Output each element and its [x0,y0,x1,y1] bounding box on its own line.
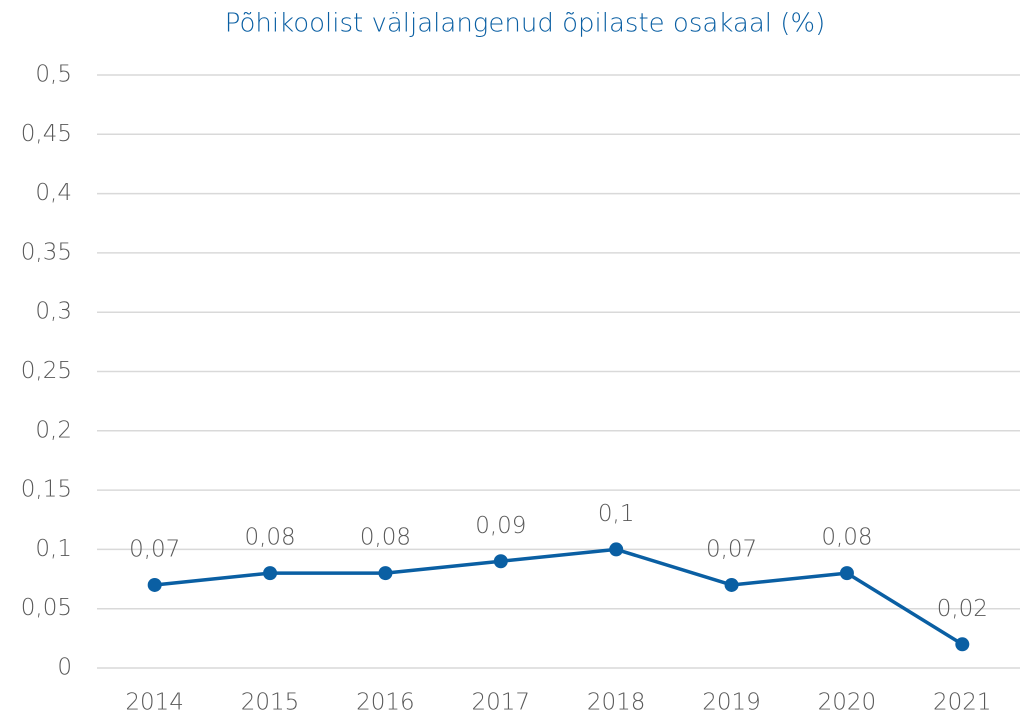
data-label: 0,02 [937,596,988,622]
point [263,566,278,581]
x-tick-label: 2018 [587,690,646,716]
data-label: 0,09 [475,513,526,539]
y-tick-label: 0,1 [35,536,72,562]
y-tick-label: 0 [57,655,72,681]
y-tick-label: 0,4 [35,180,72,206]
x-tick-label: 2015 [241,690,300,716]
chart-title: Põhikoolist väljalangenud õpilaste osaka… [225,9,826,39]
data-label: 0,08 [821,525,872,551]
y-tick-label: 0,25 [21,358,72,384]
data-label: 0,08 [360,525,411,551]
point [724,577,739,592]
point [609,542,624,557]
y-tick-label: 0,45 [21,121,72,147]
x-tick-label: 2017 [472,690,531,716]
x-tick-label: 2021 [933,690,992,716]
y-tick-label: 0,5 [35,62,72,88]
data-label: 0,07 [129,536,180,562]
point [147,577,162,592]
x-tick-label: 2016 [356,690,415,716]
y-tick-label: 0,15 [21,477,72,503]
x-tick-label: 2014 [125,690,184,716]
y-tick-label: 0,2 [35,417,72,443]
data-label: 0,1 [598,501,635,527]
x-tick-label: 2019 [702,690,761,716]
data-label: 0,07 [706,536,757,562]
y-tick-label: 0,3 [35,299,72,325]
point [378,566,393,581]
point [839,566,854,581]
data-label: 0,08 [244,525,295,551]
x-tick-label: 2020 [818,690,877,716]
y-tick-label: 0,35 [21,239,72,265]
y-tick-label: 0,05 [21,595,72,621]
point [493,554,508,569]
line [154,547,964,646]
point [955,637,970,652]
